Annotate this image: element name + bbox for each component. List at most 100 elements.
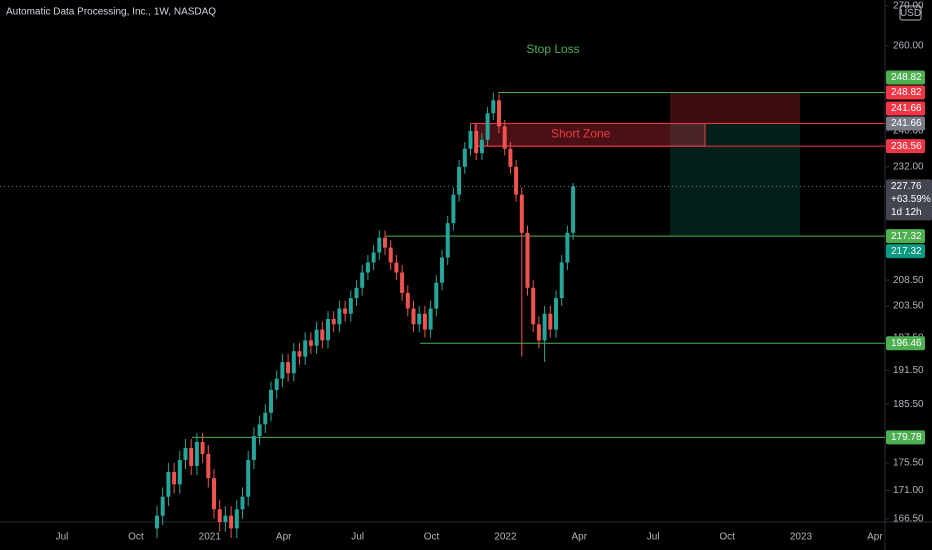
y-tick-label: 191.50 (893, 365, 924, 376)
x-tick-label: Jul (647, 532, 660, 543)
last-price-box (886, 179, 932, 221)
candle-body (303, 340, 308, 357)
candle-body (331, 319, 336, 325)
candle-body (172, 472, 177, 485)
candle-body (189, 447, 194, 466)
last-price-label: 227.76 (891, 181, 922, 192)
chart-title: Automatic Data Processing, Inc., 1W, NAS… (6, 7, 216, 18)
candle-body (434, 282, 439, 309)
candle-body (177, 459, 182, 485)
candle-body (229, 515, 234, 529)
candle-body (554, 298, 558, 330)
price-tag-label: 248.82 (891, 72, 922, 83)
candle-body (462, 148, 467, 167)
candle-body (354, 287, 359, 299)
candle-body (525, 232, 530, 288)
candle-body (474, 130, 479, 154)
candle-body (365, 262, 370, 273)
x-tick-label: Oct (719, 532, 735, 543)
price-tag (886, 70, 925, 85)
candle-body (291, 351, 296, 374)
candle-body (200, 442, 205, 454)
currency[interactable]: USD (900, 8, 921, 19)
short-zone-label: Short Zone (551, 127, 611, 141)
candle-body (405, 292, 410, 309)
y-tick-label: 185.50 (893, 399, 924, 410)
stop-zone (670, 92, 800, 124)
candle-body (485, 113, 490, 140)
price-tag (886, 430, 925, 445)
candle-body (411, 308, 416, 325)
candle-body (377, 237, 382, 253)
candle-body (531, 287, 536, 325)
currency-box[interactable] (899, 5, 922, 21)
candle-body (508, 148, 513, 167)
candle-body (400, 272, 405, 293)
x-tick-label: 2023 (790, 532, 813, 543)
candle-body (548, 313, 553, 330)
price-tag (886, 85, 925, 100)
x-tick-label: 2021 (199, 532, 222, 543)
price-tag (886, 101, 925, 116)
price-tag-label: 217.32 (891, 246, 922, 257)
candle-body (280, 362, 285, 379)
candle-body (514, 166, 519, 195)
candle-body (314, 329, 319, 346)
candle-body (502, 126, 507, 149)
candle-body (559, 262, 564, 299)
candle-body (269, 389, 273, 413)
candle-body (565, 232, 570, 263)
candle-body (240, 496, 245, 510)
candle-body (360, 272, 365, 288)
candle-body (497, 100, 501, 127)
x-tick-label: Jul (351, 532, 364, 543)
x-tick-label: Apr (867, 532, 883, 543)
price-tag-label: 241.66 (891, 118, 922, 129)
y-tick-label: 171.00 (893, 485, 924, 496)
price-tag-label: 241.66 (891, 103, 922, 114)
candle-body (457, 166, 462, 195)
candle-body (246, 459, 251, 497)
y-tick-label: 270.00 (893, 1, 924, 12)
price-tag (886, 229, 925, 244)
candle-body (160, 496, 165, 516)
price-tag-label: 236.56 (891, 141, 922, 152)
price-tag (886, 336, 925, 351)
price-tag-label: 179.78 (891, 432, 922, 443)
candle-body (155, 515, 159, 529)
y-tick-label: 232.00 (893, 161, 924, 172)
x-tick-label: Oct (424, 532, 440, 543)
candle-body (212, 478, 216, 510)
candle-body (166, 472, 171, 497)
candle-body (445, 223, 450, 258)
y-tick-label: 175.50 (893, 458, 924, 469)
y-tick-label: 203.50 (893, 301, 924, 312)
candle-body (326, 319, 330, 341)
candle-body (223, 515, 228, 522)
candle-body (343, 308, 348, 314)
price-tag (886, 116, 925, 131)
y-tick-label: 166.50 (893, 513, 924, 524)
candle-body (536, 324, 541, 341)
change-label: +63.59% (891, 194, 931, 205)
candle-body (263, 412, 268, 425)
candle-body (183, 447, 188, 460)
candle-body (519, 194, 524, 233)
candle-body (234, 509, 239, 529)
candle-body (337, 308, 342, 325)
candle-body (251, 436, 256, 460)
x-tick-label: 2022 (494, 532, 517, 543)
price-tag-label: 217.32 (891, 231, 922, 242)
candle-body (468, 130, 473, 149)
y-tick-label: 208.50 (893, 275, 924, 286)
candle-body (194, 442, 199, 466)
candle-body (394, 262, 399, 273)
candle-body (286, 362, 291, 374)
candle-body (440, 257, 444, 283)
candle-body (422, 313, 427, 330)
candle-body (388, 247, 393, 263)
candle-body (297, 351, 302, 357)
candle-body (571, 186, 576, 233)
